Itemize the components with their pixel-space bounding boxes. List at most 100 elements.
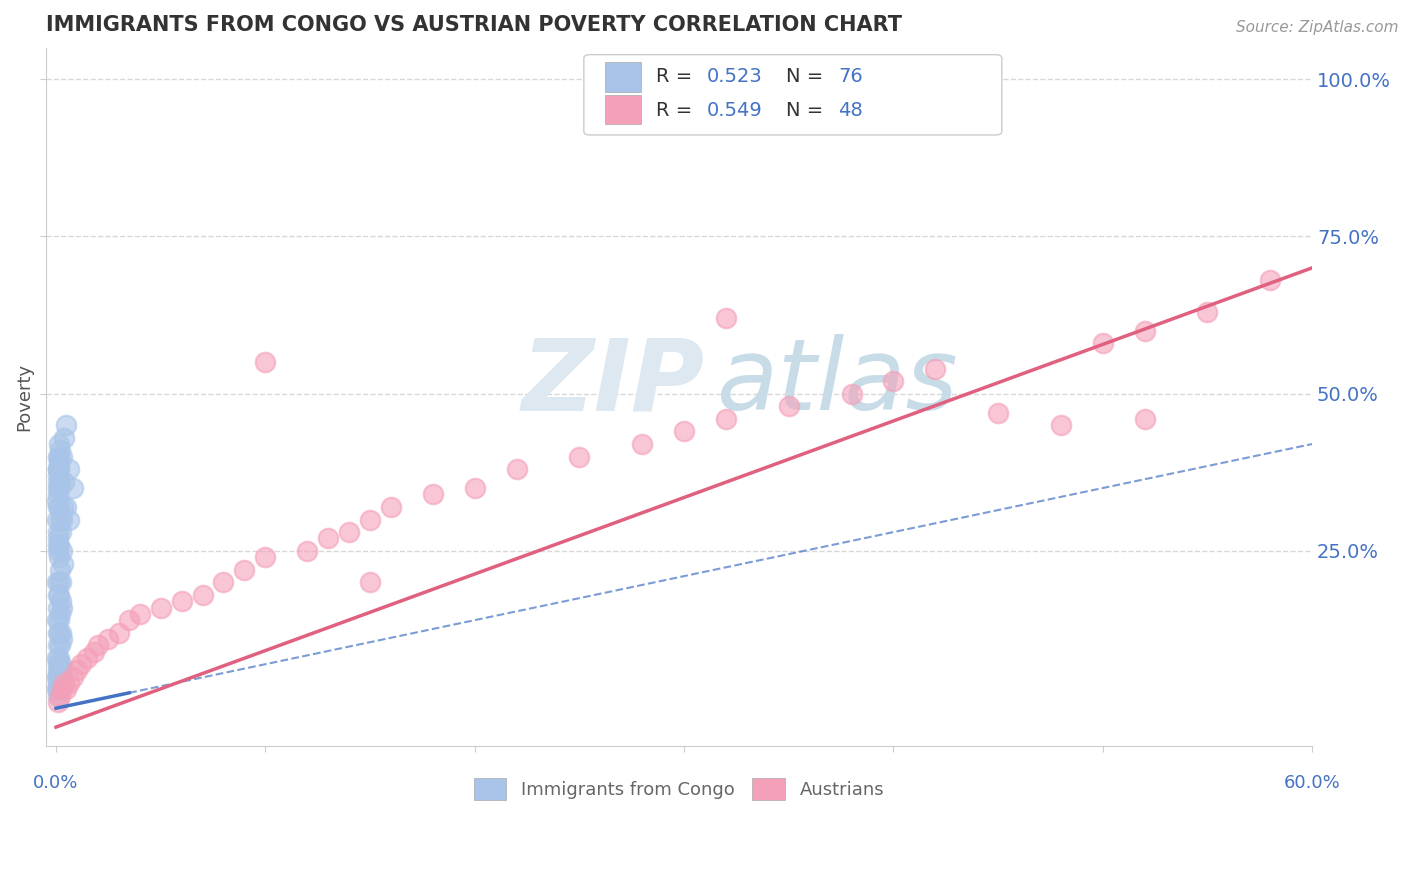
Point: [46, 468, 69, 483]
Point: [1050, 418, 1073, 433]
Point: [48, 462, 70, 476]
Point: [48, 651, 70, 665]
Point: [53, 676, 76, 690]
Point: [149, 600, 172, 615]
Point: [49, 563, 72, 577]
Point: [46, 525, 69, 540]
Point: [48, 437, 70, 451]
Point: [46, 512, 69, 526]
Point: [58, 676, 80, 690]
Point: [46, 682, 69, 697]
Point: [1133, 412, 1156, 426]
Point: [46, 544, 69, 558]
Point: [55, 500, 77, 514]
Point: [46, 487, 69, 501]
Point: [53, 475, 76, 489]
Point: [46, 695, 69, 709]
Point: [46, 613, 69, 627]
Point: [46, 588, 69, 602]
Point: [714, 311, 737, 326]
Point: [46, 493, 69, 508]
Point: [46, 689, 69, 703]
Point: [46, 575, 69, 590]
Point: [48, 588, 70, 602]
Point: [422, 487, 444, 501]
Point: [48, 575, 70, 590]
Point: [52, 557, 75, 571]
Text: 0.549: 0.549: [707, 101, 762, 120]
Point: [46, 538, 69, 552]
Point: [66, 664, 89, 678]
Point: [58, 462, 80, 476]
Point: [46, 651, 69, 665]
Point: [70, 657, 93, 672]
Point: [83, 645, 105, 659]
Point: [55, 418, 77, 433]
Point: [233, 563, 256, 577]
Text: Source: ZipAtlas.com: Source: ZipAtlas.com: [1236, 20, 1399, 35]
Point: [51, 450, 73, 464]
Point: [51, 575, 73, 590]
Text: IMMIGRANTS FROM CONGO VS AUSTRIAN POVERTY CORRELATION CHART: IMMIGRANTS FROM CONGO VS AUSTRIAN POVERT…: [45, 15, 901, 35]
Point: [55, 682, 77, 697]
Point: [51, 625, 73, 640]
Point: [48, 657, 70, 672]
Point: [1133, 324, 1156, 338]
Point: [46, 500, 69, 514]
Point: [337, 525, 360, 540]
Point: [51, 632, 73, 646]
Point: [62, 670, 84, 684]
Point: [46, 600, 69, 615]
FancyBboxPatch shape: [583, 54, 1002, 135]
Point: [87, 638, 110, 652]
Point: [51, 544, 73, 558]
Point: [52, 500, 75, 514]
Text: 0.523: 0.523: [707, 68, 762, 87]
Point: [297, 544, 319, 558]
Point: [48, 625, 70, 640]
Point: [46, 450, 69, 464]
Point: [46, 625, 69, 640]
Point: [49, 512, 72, 526]
Point: [49, 638, 72, 652]
Point: [46, 638, 69, 652]
Point: [76, 651, 98, 665]
Point: [841, 386, 863, 401]
Point: [46, 462, 69, 476]
Point: [359, 512, 381, 526]
Point: [568, 450, 591, 464]
Point: [1197, 305, 1219, 319]
Point: [359, 575, 381, 590]
Point: [46, 475, 69, 489]
Point: [128, 607, 150, 621]
Point: [49, 664, 72, 678]
Point: [46, 676, 69, 690]
Text: R =: R =: [657, 101, 699, 120]
Point: [380, 500, 402, 514]
Point: [62, 481, 84, 495]
Point: [1091, 336, 1114, 351]
Point: [46, 532, 69, 546]
Point: [46, 481, 69, 495]
Point: [316, 532, 339, 546]
Text: ZIP: ZIP: [522, 334, 704, 432]
Bar: [606, 62, 641, 92]
Point: [505, 462, 527, 476]
Point: [212, 575, 235, 590]
Point: [49, 689, 72, 703]
Point: [882, 374, 904, 388]
Text: 48: 48: [838, 101, 863, 120]
Point: [48, 682, 70, 697]
Point: [778, 399, 800, 413]
Text: 60.0%: 60.0%: [1284, 773, 1340, 792]
Text: R =: R =: [657, 68, 699, 87]
Point: [48, 450, 70, 464]
Text: N =: N =: [786, 101, 830, 120]
Point: [673, 425, 696, 439]
Point: [254, 550, 277, 565]
Text: atlas: atlas: [717, 334, 959, 432]
Text: N =: N =: [786, 68, 830, 87]
Point: [170, 594, 193, 608]
Point: [46, 657, 69, 672]
Point: [51, 657, 73, 672]
